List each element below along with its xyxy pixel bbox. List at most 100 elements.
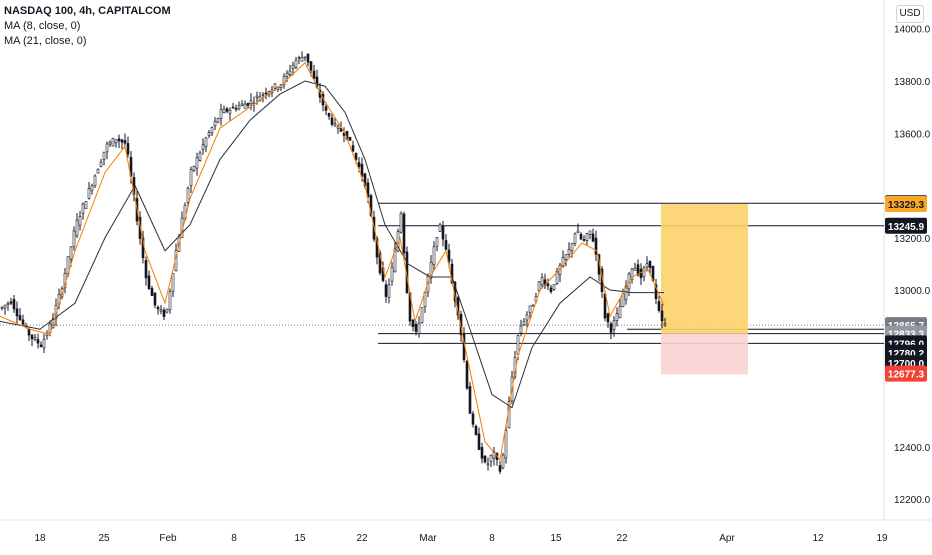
y-tick-label: 13800.0 <box>894 77 931 88</box>
candle-body <box>522 321 526 326</box>
candle-body <box>324 106 328 111</box>
target-zone <box>661 204 748 334</box>
candle-body <box>108 141 112 145</box>
candle-body <box>3 304 7 309</box>
candle-body <box>219 109 223 119</box>
candle-body <box>237 105 241 110</box>
candle-body <box>465 360 469 389</box>
candle-body <box>93 175 97 187</box>
candle-body <box>582 239 586 241</box>
candle-body <box>570 243 574 252</box>
candle-body <box>333 123 337 126</box>
candle-body <box>474 425 478 435</box>
candle-body <box>633 267 637 271</box>
candle-body <box>369 195 373 216</box>
candle-body <box>429 261 433 279</box>
candle-body <box>120 139 124 143</box>
candle-body <box>504 430 508 459</box>
candle-body <box>18 315 22 320</box>
candle-body <box>624 285 628 301</box>
candle-body <box>192 165 196 171</box>
candle-body <box>645 263 649 268</box>
candle-body <box>411 319 415 327</box>
candle-body <box>105 143 109 153</box>
candle-body <box>306 53 310 63</box>
candle-body <box>354 152 358 160</box>
candle-body <box>36 339 40 344</box>
candle-body <box>0 306 4 309</box>
target-label-bg <box>885 196 927 213</box>
level-label-13245: 13245.9 <box>888 222 925 233</box>
candle-body <box>501 454 505 469</box>
candle-body <box>630 268 634 281</box>
level-label-13245-bg <box>885 217 927 234</box>
candle-body <box>498 465 502 472</box>
x-tick-label: 25 <box>98 533 110 544</box>
x-tick-label: 15 <box>294 533 306 544</box>
candle-body <box>312 70 316 79</box>
candle-body <box>243 103 247 109</box>
candle-body <box>486 463 490 466</box>
candle-body <box>156 306 160 310</box>
candle-body <box>351 145 355 152</box>
candle-body <box>480 447 484 459</box>
candle-body <box>255 95 259 98</box>
ma-slow-legend[interactable]: MA (21, close, 0) <box>4 35 87 47</box>
chart-legend: NASDAQ 100, 4h, CAPITALCOM MA (8, close,… <box>4 4 171 49</box>
candle-body <box>102 151 106 160</box>
candle-body <box>240 103 244 106</box>
candle-body <box>432 246 436 265</box>
candle-body <box>81 203 85 214</box>
candle-body <box>33 337 37 340</box>
candle-body <box>444 240 448 250</box>
candle-body <box>216 118 220 123</box>
candle-body <box>561 257 565 267</box>
x-tick-label: Feb <box>159 533 177 544</box>
candle-body <box>393 248 397 273</box>
candle-body <box>126 143 130 155</box>
candle-body <box>168 291 172 311</box>
candle-body <box>6 303 10 305</box>
candle-body <box>90 185 94 192</box>
candle-body <box>309 61 313 71</box>
candle-body <box>189 169 193 186</box>
candle-body <box>111 138 115 147</box>
candle-body <box>519 325 523 334</box>
candle-body <box>525 314 529 321</box>
candle-body <box>420 307 424 323</box>
candle-body <box>297 56 301 59</box>
candle-body <box>468 386 472 414</box>
candle-body <box>288 70 292 75</box>
candle-body <box>9 301 13 304</box>
y-tick-label: 12400.0 <box>894 443 931 454</box>
candle-body <box>588 230 592 235</box>
candle-body <box>171 273 175 292</box>
candle-body <box>12 299 16 310</box>
candle-body <box>336 125 340 129</box>
candle-body <box>195 157 199 169</box>
candle-body <box>552 284 556 290</box>
y-tick-label: 13600.0 <box>894 129 931 140</box>
candle-body <box>618 306 622 319</box>
currency-button[interactable]: USD <box>896 5 924 23</box>
candle-body <box>549 287 553 293</box>
symbol-title[interactable]: NASDAQ 100, 4h, CAPITALCOM <box>4 5 171 17</box>
candle-body <box>441 225 445 240</box>
x-tick-label: 15 <box>550 533 562 544</box>
stop-zone <box>661 333 748 375</box>
candle-body <box>648 260 652 269</box>
entry-label: 12833.3 <box>888 330 925 341</box>
candle-body <box>555 271 559 285</box>
candle-body <box>186 187 190 203</box>
candle-body <box>234 108 238 110</box>
candle-body <box>402 213 406 254</box>
candle-body <box>621 293 625 307</box>
candle-body <box>591 233 595 242</box>
candle-body <box>114 139 118 144</box>
candle-body <box>84 201 88 209</box>
candle-body <box>246 102 250 106</box>
candle-body <box>159 309 163 312</box>
ma-fast-legend[interactable]: MA (8, close, 0) <box>4 20 81 32</box>
